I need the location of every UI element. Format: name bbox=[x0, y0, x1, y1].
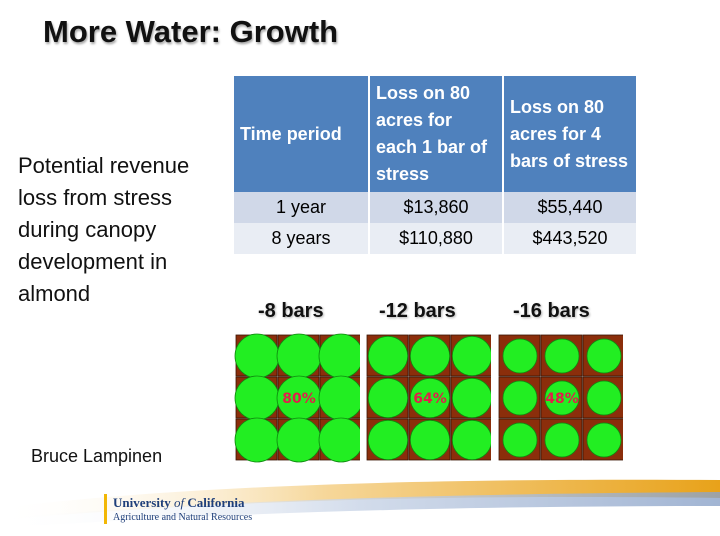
table-cell: $13,860 bbox=[369, 192, 504, 223]
tree-canopy bbox=[451, 419, 491, 461]
slide-title: More Water: Growth bbox=[43, 14, 339, 49]
author-name: Bruce Lampinen bbox=[31, 446, 163, 466]
tree-canopy bbox=[451, 335, 491, 377]
tree-canopy bbox=[409, 419, 451, 461]
tree-canopy bbox=[318, 417, 360, 463]
canopy-grid-8-bars: 80% bbox=[234, 333, 360, 463]
tree-canopy bbox=[276, 333, 322, 379]
uc-logo-text: University of California bbox=[113, 495, 245, 510]
tree-canopy bbox=[234, 417, 280, 463]
tree-canopy bbox=[502, 338, 538, 374]
revenue-loss-table: Time period Loss on 80 acres for each 1 … bbox=[234, 76, 636, 254]
stress-label-12: -12 bars bbox=[379, 300, 456, 322]
table-cell: $110,880 bbox=[369, 223, 504, 254]
footer-wave bbox=[0, 479, 720, 528]
stress-label-8: -8 bars bbox=[258, 300, 324, 322]
tree-canopy bbox=[451, 377, 491, 419]
side-description: Potential revenue loss from stress durin… bbox=[18, 153, 190, 306]
table-cell: $443,520 bbox=[503, 223, 636, 254]
tree-canopy bbox=[409, 377, 451, 419]
tree-canopy bbox=[502, 422, 538, 458]
tree-canopy bbox=[544, 338, 580, 374]
logo-bar bbox=[104, 494, 107, 524]
table-cell: 1 year bbox=[234, 192, 370, 223]
tree-canopy bbox=[367, 377, 409, 419]
table-header-cell: Loss on 80 acres for 4 bars of stress bbox=[503, 76, 636, 192]
table-header-row: Time period Loss on 80 acres for each 1 … bbox=[234, 76, 636, 192]
tree-canopy bbox=[367, 335, 409, 377]
tree-canopy bbox=[544, 422, 580, 458]
canopy-percent-label: 80% bbox=[282, 391, 316, 407]
tree-canopy bbox=[367, 419, 409, 461]
table-row: 1 year $13,860 $55,440 bbox=[234, 192, 636, 223]
tree-canopy bbox=[276, 417, 322, 463]
canopy-percent-label: 64% bbox=[413, 391, 447, 407]
canopy-percent-label: 48% bbox=[545, 391, 579, 407]
tree-canopy bbox=[502, 380, 538, 416]
table-header-cell: Time period bbox=[234, 76, 370, 192]
stress-label-16: -16 bars bbox=[513, 300, 590, 322]
anr-logo-text: Agriculture and Natural Resources bbox=[113, 512, 253, 523]
canopy-grid-12-bars: 64% bbox=[366, 334, 491, 461]
canopy-grid-16-bars: 48% bbox=[498, 334, 623, 461]
table-header-cell: Loss on 80 acres for each 1 bar of stres… bbox=[369, 76, 504, 192]
tree-canopy bbox=[544, 380, 580, 416]
table-row: 8 years $110,880 $443,520 bbox=[234, 223, 636, 254]
tree-canopy bbox=[318, 375, 360, 421]
table-cell: $55,440 bbox=[503, 192, 636, 223]
tree-canopy bbox=[318, 333, 360, 379]
tree-canopy bbox=[586, 380, 622, 416]
tree-canopy bbox=[234, 375, 280, 421]
tree-canopy bbox=[586, 338, 622, 374]
tree-canopy bbox=[409, 335, 451, 377]
tree-canopy bbox=[586, 422, 622, 458]
tree-canopy bbox=[234, 333, 280, 379]
table-cell: 8 years bbox=[234, 223, 370, 254]
